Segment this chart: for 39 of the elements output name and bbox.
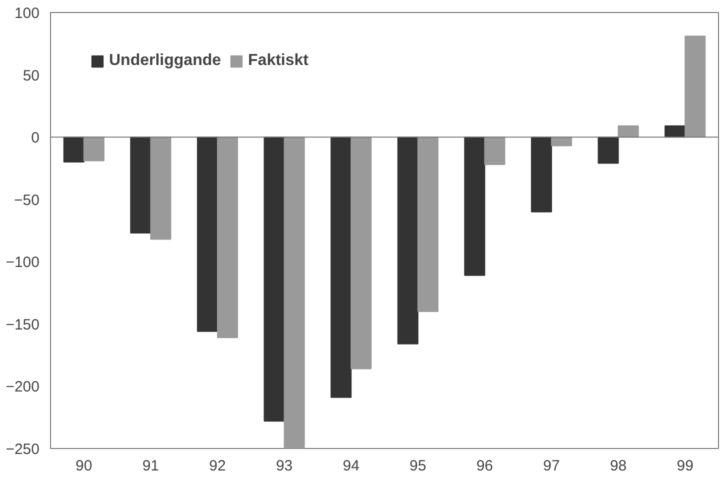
y-tick-label: −100 bbox=[6, 254, 40, 272]
bar bbox=[284, 136, 305, 448]
x-tick-label: 96 bbox=[476, 458, 494, 474]
bar bbox=[530, 136, 552, 212]
y-tick-label: 0 bbox=[31, 130, 40, 147]
bar bbox=[350, 136, 372, 370]
x-tick-label: 90 bbox=[76, 458, 92, 474]
bar bbox=[196, 136, 218, 332]
bar bbox=[150, 136, 172, 240]
y-tick-label: −150 bbox=[6, 316, 40, 334]
bar bbox=[684, 36, 706, 138]
bar bbox=[217, 136, 238, 338]
legend-label: Underliggande bbox=[109, 52, 222, 70]
x-tick-label: 99 bbox=[676, 458, 694, 474]
bar bbox=[598, 136, 619, 164]
bar bbox=[83, 136, 104, 162]
bar bbox=[130, 136, 152, 234]
y-tick-label: −50 bbox=[14, 192, 40, 209]
y-tick-label: 100 bbox=[14, 5, 40, 22]
x-tick-label: 98 bbox=[610, 458, 627, 474]
x-tick-label: 92 bbox=[209, 458, 226, 474]
x-tick-label: 97 bbox=[543, 458, 560, 474]
x-tick-label: 95 bbox=[410, 458, 426, 474]
bar bbox=[464, 136, 486, 276]
x-tick-label: 94 bbox=[342, 458, 360, 474]
y-tick-label: −200 bbox=[6, 378, 40, 396]
bar bbox=[330, 136, 352, 398]
bar bbox=[484, 136, 506, 165]
bar bbox=[417, 136, 438, 312]
y-tick-label: −250 bbox=[6, 441, 40, 458]
x-tick-label: 91 bbox=[142, 458, 160, 474]
bar bbox=[618, 125, 639, 138]
bar bbox=[551, 136, 572, 146]
y-tick-label: 50 bbox=[22, 67, 40, 84]
bar bbox=[63, 136, 84, 162]
bar bbox=[397, 136, 418, 344]
bar bbox=[264, 136, 285, 422]
x-tick-label: 93 bbox=[276, 458, 293, 474]
legend-label: Faktiskt bbox=[248, 52, 308, 70]
